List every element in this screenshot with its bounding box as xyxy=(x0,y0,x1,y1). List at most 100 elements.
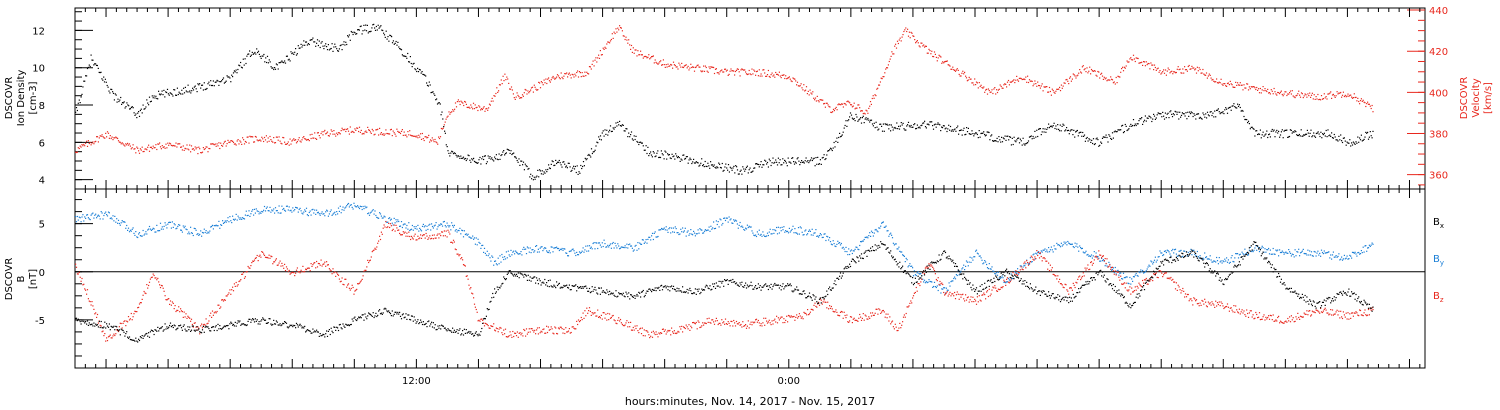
velocity-point xyxy=(672,61,675,63)
by-point xyxy=(828,239,830,241)
by-point xyxy=(722,222,724,225)
density-point xyxy=(1099,144,1101,146)
velocity-point xyxy=(316,138,318,140)
velocity-point xyxy=(144,148,146,150)
velocity-point xyxy=(588,66,591,68)
density-point xyxy=(1085,137,1087,140)
bz-point xyxy=(566,331,568,333)
by-point xyxy=(929,280,931,283)
by-point xyxy=(439,224,441,226)
bz-point xyxy=(550,326,552,328)
density-point xyxy=(344,44,346,46)
velocity-point xyxy=(560,72,562,74)
by-point xyxy=(1143,271,1146,274)
density-axis-tick-label: 6 xyxy=(39,138,45,149)
velocity-point xyxy=(935,56,937,58)
velocity-point xyxy=(498,90,500,92)
by-point xyxy=(272,210,274,212)
density-point xyxy=(566,167,568,169)
by-point xyxy=(905,257,907,259)
density-point xyxy=(1226,108,1228,110)
by-point xyxy=(287,209,289,211)
density-point xyxy=(1134,123,1136,125)
velocity-point xyxy=(628,39,630,41)
by-point xyxy=(437,226,439,228)
by-point xyxy=(745,228,748,230)
by-point xyxy=(1296,251,1298,253)
density-point xyxy=(1338,135,1340,137)
density-point xyxy=(215,81,217,83)
density-point xyxy=(881,130,884,132)
density-point xyxy=(201,84,203,86)
by-point xyxy=(379,213,382,215)
by-point xyxy=(875,228,877,231)
bz-point xyxy=(539,332,541,334)
velocity-point xyxy=(1295,95,1297,97)
bz-point xyxy=(285,266,288,268)
bz-point xyxy=(383,224,385,226)
velocity-point xyxy=(292,139,294,141)
velocity-point xyxy=(490,100,492,102)
velocity-point xyxy=(172,144,174,147)
density-point xyxy=(188,91,190,93)
bz-point xyxy=(197,326,199,328)
density-point xyxy=(252,53,254,55)
by-point xyxy=(1078,250,1080,252)
density-point xyxy=(420,72,422,74)
by-point xyxy=(736,223,738,225)
density-point xyxy=(594,149,596,151)
density-point xyxy=(395,40,397,43)
density-point xyxy=(514,156,516,158)
velocity-point xyxy=(184,147,186,149)
velocity-point xyxy=(736,68,738,70)
by-point xyxy=(96,215,99,217)
velocity-point xyxy=(931,50,933,52)
bz-point xyxy=(561,328,563,330)
density-point xyxy=(110,88,112,90)
bz-point xyxy=(297,271,299,273)
velocity-point xyxy=(1021,78,1023,81)
velocity-point xyxy=(968,76,970,78)
density-point xyxy=(574,165,576,168)
by-point xyxy=(83,220,85,222)
density-point xyxy=(505,152,507,154)
by-point xyxy=(1006,281,1008,283)
density-point xyxy=(383,34,386,36)
density-point xyxy=(1217,108,1219,110)
by-point xyxy=(331,214,333,216)
bz-point xyxy=(370,256,372,258)
by-point xyxy=(1153,259,1156,261)
density-point xyxy=(279,62,281,64)
velocity-point xyxy=(370,132,372,134)
bz-point xyxy=(200,325,202,327)
by-point xyxy=(159,222,162,224)
bz-point xyxy=(540,330,542,332)
by-point xyxy=(1162,254,1164,257)
density-point xyxy=(1117,129,1119,131)
velocity-point xyxy=(1289,90,1292,92)
velocity-point xyxy=(1157,67,1159,69)
by-point xyxy=(141,235,143,237)
velocity-point xyxy=(1156,68,1158,70)
density-point xyxy=(503,150,505,152)
velocity-point xyxy=(1034,80,1036,82)
bz-point xyxy=(94,313,96,315)
by-point xyxy=(1249,246,1251,248)
by-point xyxy=(746,224,748,226)
velocity-point xyxy=(532,91,534,93)
velocity-point xyxy=(242,137,244,139)
bz-point xyxy=(100,325,102,327)
velocity-point xyxy=(794,78,796,80)
bz-point xyxy=(512,330,514,333)
density-point xyxy=(825,158,827,160)
by-point xyxy=(1349,254,1351,256)
density-point xyxy=(650,154,653,156)
by-point xyxy=(1008,279,1010,281)
velocity-point xyxy=(368,129,370,131)
by-point xyxy=(863,238,865,241)
velocity-point xyxy=(472,102,475,104)
bz-point xyxy=(624,324,626,326)
by-point xyxy=(710,225,712,227)
density-point xyxy=(347,36,350,38)
velocity-point xyxy=(1222,84,1224,86)
